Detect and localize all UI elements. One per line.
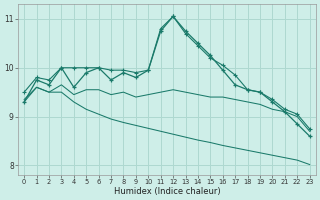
X-axis label: Humidex (Indice chaleur): Humidex (Indice chaleur) — [114, 187, 220, 196]
